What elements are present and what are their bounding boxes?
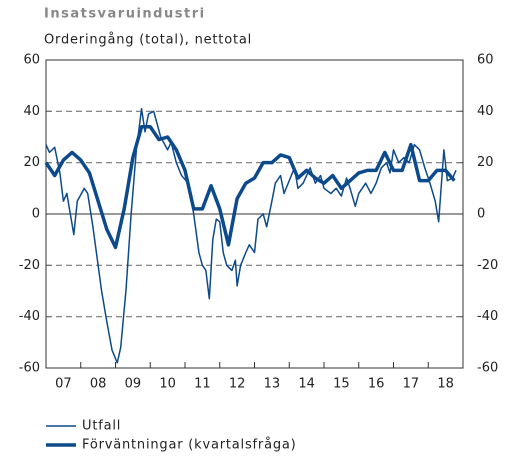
x-tick-label: 14	[298, 377, 315, 392]
y-tick-label: -60	[19, 361, 40, 376]
x-tick-label: 18	[437, 377, 454, 392]
y-tick-label: 60	[23, 53, 40, 68]
y-tick-label-right: 40	[477, 104, 494, 119]
y-tick-label: 0	[32, 207, 40, 222]
legend-label: Utfall	[82, 419, 121, 434]
x-tick-label: 13	[264, 377, 281, 392]
chart-subtitle: Orderingång (total), nettotal	[44, 33, 252, 48]
y-tick-label: -20	[19, 258, 40, 273]
y-tick-label-right: 20	[477, 155, 494, 170]
legend-label: Förväntningar (kvartalsfråga)	[82, 438, 297, 453]
y-tick-label: 40	[23, 104, 40, 119]
y-tick-label-right: -60	[477, 361, 498, 376]
x-tick-label: 11	[194, 377, 211, 392]
x-tick-label: 12	[229, 377, 246, 392]
series-line	[44, 124, 456, 250]
x-tick-label: 07	[55, 377, 72, 392]
chart-title: Insatsvaruindustri	[44, 7, 206, 22]
y-tick-label-right: 60	[477, 53, 494, 68]
x-tick-label: 17	[403, 377, 420, 392]
y-tick-label-right: -40	[477, 309, 498, 324]
x-tick-label: 10	[159, 377, 176, 392]
x-tick-label: 08	[90, 377, 107, 392]
x-tick-label: 15	[333, 377, 350, 392]
y-tick-label: -40	[19, 309, 40, 324]
series-line	[45, 108, 457, 364]
x-tick-label: 09	[125, 377, 142, 392]
y-tick-label-right: -20	[477, 258, 498, 273]
x-tick-label: 16	[368, 377, 385, 392]
y-tick-label: 20	[23, 155, 40, 170]
plot-frame	[45, 59, 464, 369]
y-tick-label-right: 0	[477, 207, 485, 222]
